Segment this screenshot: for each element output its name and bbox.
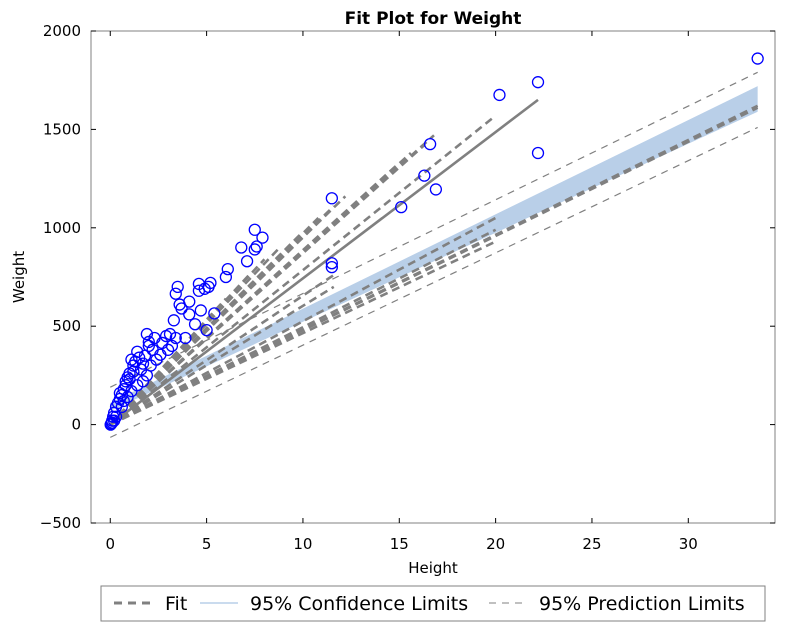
x-tick-label-5: 25 <box>582 535 601 553</box>
x-tick-label-3: 15 <box>390 535 409 553</box>
data-point-28 <box>171 280 184 293</box>
data-point-74 <box>165 339 179 353</box>
fit-line-20 <box>109 273 335 426</box>
data-point-15 <box>235 241 248 254</box>
legend: Fit 95% Confidence Limits 95% Prediction… <box>100 585 766 622</box>
y-tick-label-2: 500 <box>52 317 81 335</box>
x-tick-label-1: 5 <box>202 535 212 553</box>
y-axis: −500 0 500 1000 1500 2000 <box>40 22 775 532</box>
x-axis-label: Height <box>408 559 458 577</box>
data-point-34 <box>167 314 181 327</box>
data-point-9 <box>325 257 338 270</box>
x-axis: 0 5 10 15 20 25 30 <box>105 31 698 553</box>
data-point-53 <box>125 353 138 366</box>
data-point-18 <box>219 270 233 284</box>
data-point-48 <box>133 351 146 364</box>
y-tick-label-5: 2000 <box>43 22 81 40</box>
data-point-49 <box>131 345 144 358</box>
data-point-5 <box>418 169 431 182</box>
fit-line-18 <box>109 228 497 426</box>
legend-confidence-label: 95% Confidence Limits <box>250 593 468 615</box>
data-point-25 <box>194 304 207 317</box>
fit-line-17 <box>109 216 497 426</box>
legend-fit-label: Fit <box>165 593 187 615</box>
data-point-4 <box>423 138 437 151</box>
data-point-27 <box>188 318 202 331</box>
data-point-11 <box>248 223 261 236</box>
data-point-29 <box>169 287 182 300</box>
x-tick-label-6: 30 <box>679 535 698 553</box>
data-point-2 <box>493 88 506 102</box>
data-point-7 <box>395 200 408 214</box>
data-point-67 <box>113 386 127 400</box>
data-point-83 <box>115 400 128 414</box>
data-point-26 <box>200 323 213 337</box>
data-point-17 <box>221 262 234 276</box>
fit-line-21 <box>109 285 335 426</box>
data-point-73 <box>161 343 175 356</box>
data-point-1 <box>531 76 545 89</box>
data-point-23 <box>192 284 206 297</box>
data-point-24 <box>208 307 221 320</box>
x-tick-label-0: 0 <box>105 535 115 553</box>
data-point-33 <box>183 308 196 321</box>
fit-line-3 <box>109 114 497 426</box>
fit-line-1 <box>109 106 759 426</box>
x-tick-label-4: 20 <box>486 535 505 553</box>
fit-line-2 <box>109 98 539 426</box>
plot-frame <box>90 30 776 524</box>
data-point-16 <box>240 255 254 268</box>
data-point-31 <box>175 302 188 315</box>
y-tick-label-3: 1000 <box>43 219 81 237</box>
x-tick-label-2: 10 <box>293 535 312 553</box>
data-point-10 <box>325 261 338 274</box>
data-point-72 <box>150 353 163 366</box>
data-point-32 <box>183 295 196 308</box>
data-point-8 <box>325 192 338 205</box>
prediction-limit-upper <box>110 71 758 388</box>
data-point-0 <box>751 52 764 65</box>
fit-line-16 <box>109 297 227 426</box>
legend-prediction-label: 95% Prediction Limits <box>539 593 745 615</box>
data-point-3 <box>531 146 545 160</box>
prediction-limit-lower <box>110 126 758 438</box>
y-tick-label-0: −500 <box>40 514 81 532</box>
chart-title: Fit Plot for Weight <box>345 9 522 29</box>
data-point-51 <box>127 359 140 372</box>
data-point-6 <box>429 183 443 196</box>
data-point-13 <box>248 243 261 256</box>
data-point-81 <box>107 414 121 427</box>
y-axis-label: Weight <box>10 251 28 303</box>
data-point-14 <box>256 231 269 244</box>
data-point-22 <box>192 277 206 291</box>
plot-area <box>104 52 764 438</box>
data-point-82 <box>106 416 119 429</box>
data-point-38 <box>159 329 173 343</box>
fit-line-19 <box>109 240 497 426</box>
data-point-84 <box>121 390 134 404</box>
data-point-46 <box>138 349 152 362</box>
data-point-79 <box>117 394 130 408</box>
data-point-45 <box>142 335 155 349</box>
y-tick-label-4: 1500 <box>43 120 81 138</box>
data-point-44 <box>140 327 154 341</box>
data-point-35 <box>179 331 192 345</box>
y-tick-label-1: 0 <box>71 416 81 434</box>
data-point-69 <box>123 373 136 386</box>
confidence-band <box>110 86 758 411</box>
data-point-12 <box>250 240 263 253</box>
